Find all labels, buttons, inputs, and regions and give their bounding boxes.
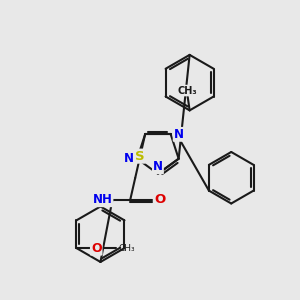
Text: S: S [135, 150, 145, 163]
Text: NH: NH [93, 193, 112, 206]
Text: CH₃: CH₃ [178, 85, 197, 96]
Text: O: O [91, 242, 102, 255]
Text: CH₃: CH₃ [118, 244, 135, 253]
Text: N: N [153, 160, 163, 173]
Text: O: O [154, 193, 166, 206]
Text: N: N [174, 128, 184, 141]
Text: N: N [124, 152, 134, 165]
